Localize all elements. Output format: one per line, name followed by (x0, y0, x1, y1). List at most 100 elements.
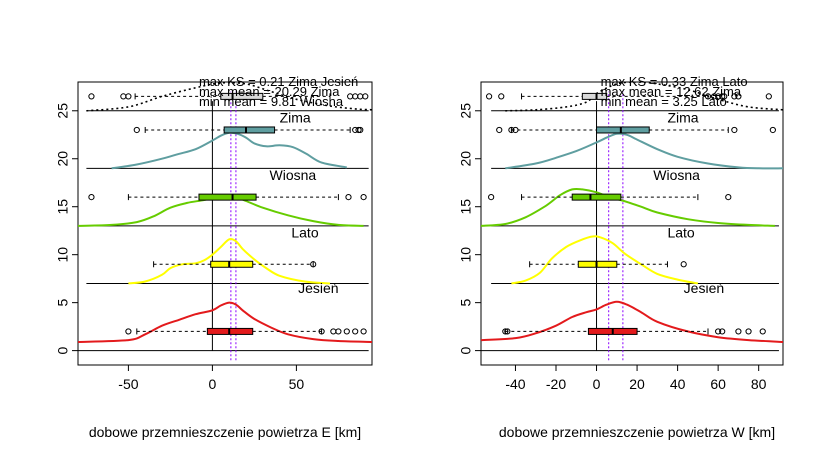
season-outlier-point (318, 328, 325, 335)
overall-outlier-point (765, 93, 772, 100)
season-label: Zima (667, 109, 698, 125)
season-group-jesień (481, 300, 783, 343)
season-outlier-point (725, 194, 732, 201)
stat-note: max KS = 0.33 Zima Lato (601, 74, 748, 89)
y-tick-label: 0 (458, 347, 474, 355)
season-outlier-point (759, 328, 766, 335)
season-density-curve (111, 131, 347, 170)
season-box (210, 260, 254, 268)
plot-frame (480, 81, 784, 366)
season-outlier-point (360, 194, 367, 201)
x-tick-label: -50 (118, 376, 138, 392)
season-label: Jesień (298, 280, 338, 296)
y-tick-label: 20 (458, 151, 474, 167)
y-tick-label: 15 (458, 199, 474, 215)
y-tick-label: 25 (55, 103, 71, 119)
y-tick-label: 5 (458, 299, 474, 307)
x-tick-label: 80 (751, 376, 767, 392)
season-outlier-point (330, 328, 337, 335)
y-tick-label: 20 (55, 151, 71, 167)
overall-box (220, 92, 264, 100)
season-outlier-point (310, 261, 317, 268)
season-outlier-point (488, 194, 495, 201)
season-outlier-point (88, 194, 95, 201)
season-outlier-point (125, 328, 132, 335)
season-label: Jesień (684, 280, 724, 296)
x-axis-label: dobowe przemnieszczenie powietrza E [km] (89, 424, 361, 440)
y-tick-label: 25 (458, 103, 474, 119)
plot-body: Jesień Lato Wiosna Zima max KS = 0.21 Zima J… (55, 74, 372, 392)
season-outlier-point (133, 126, 140, 134)
overall-outlier-point (362, 93, 369, 100)
season-group-lato (511, 235, 699, 285)
season-outlier-point (680, 261, 687, 268)
season-box (577, 260, 618, 268)
overall-outlier-point (710, 93, 718, 100)
season-outlier-point (502, 328, 509, 335)
stat-note: max mean = 12.62 Zima (601, 84, 742, 99)
x-axis-label: dobowe przemnieszczenie powietrza W [km] (499, 424, 775, 440)
stat-note: max mean = 20.29 Zima (199, 84, 340, 99)
season-outlier-point (343, 328, 350, 335)
season-outlier-point (335, 328, 342, 335)
stat-note: max KS = 0.21 Zima Jesień (199, 74, 358, 89)
season-box (596, 126, 650, 134)
overall-outlier-point (486, 93, 493, 100)
overall-outlier-point (357, 93, 364, 100)
season-outlier-point (345, 194, 352, 201)
season-density-curve (78, 301, 372, 343)
season-outlier-point (508, 126, 515, 134)
x-tick-label: 0 (209, 376, 217, 392)
season-outlier-point (731, 126, 738, 134)
x-tick-label: -20 (546, 376, 566, 392)
season-box (223, 126, 276, 134)
overall-outlier-point (125, 93, 132, 100)
overall-outlier-point (347, 93, 354, 100)
plot-body: Jesień Lato Wiosna Zima max KS = 0.33 Zima L… (458, 74, 783, 392)
season-outlier-point (360, 328, 367, 335)
season-label: Lato (291, 224, 318, 240)
season-group-zima (111, 126, 364, 170)
season-label: Wiosna (653, 167, 700, 183)
season-outlier-point (504, 328, 511, 335)
season-outlier-point (769, 126, 776, 134)
plot-frame (77, 81, 373, 366)
overall-outlier-point (719, 93, 726, 100)
stat-note: min mean = 3.25 Lato (601, 94, 727, 109)
y-tick-label: 10 (458, 247, 474, 263)
overall-outlier-point (498, 93, 505, 100)
season-outlier-point (715, 328, 722, 335)
x-tick-label: 20 (629, 376, 645, 392)
season-label: Lato (667, 224, 694, 240)
plot-interior (78, 82, 372, 361)
overall-outlier-point (352, 93, 359, 100)
x-tick-label: 0 (593, 376, 601, 392)
overall-box (581, 92, 608, 100)
season-outlier-point (719, 328, 726, 335)
season-density-curve (481, 187, 775, 227)
season-outlier-point (352, 328, 359, 335)
season-outlier-point (745, 328, 752, 335)
y-tick-label: 10 (55, 247, 71, 263)
overall-outlier-point (88, 93, 95, 100)
season-label: Zima (280, 109, 311, 125)
y-tick-label: 15 (55, 199, 71, 215)
overall-outlier-point (721, 93, 728, 100)
chart-panel-east: Jesień Lato Wiosna Zima max KS = 0.21 Zima J… (55, 74, 373, 440)
season-label: Wiosna (270, 167, 317, 183)
y-tick-label: 0 (55, 347, 71, 355)
season-outlier-point (496, 126, 503, 134)
season-box (198, 193, 257, 201)
season-group-wiosna (481, 187, 775, 227)
season-density-curve (511, 235, 699, 285)
x-tick-label: -40 (505, 376, 525, 392)
season-density-curve (481, 300, 783, 343)
season-outlier-point (735, 328, 742, 335)
season-density-curve (505, 132, 783, 170)
x-tick-label: 60 (710, 376, 726, 392)
plot-interior (481, 82, 783, 361)
season-outlier-point (512, 126, 519, 134)
overall-outlier-point (120, 93, 127, 100)
season-group-jesień (78, 301, 372, 343)
